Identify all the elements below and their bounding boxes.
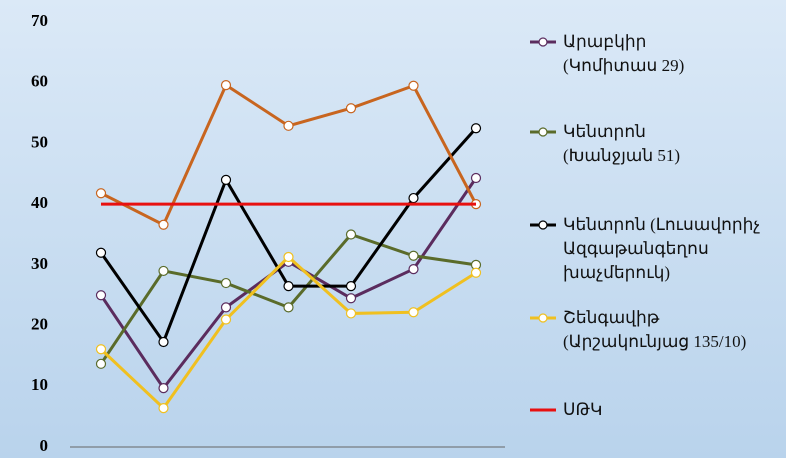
point <box>95 188 107 199</box>
point <box>408 192 419 204</box>
point <box>95 290 107 301</box>
legend-marker <box>538 127 548 137</box>
point <box>220 80 232 91</box>
y-tick-label: 40 <box>31 193 48 212</box>
point <box>408 307 419 318</box>
y-tick-label: 0 <box>40 436 49 455</box>
legend-label: ՍԹԿ <box>563 400 603 419</box>
point <box>470 172 482 184</box>
point <box>408 250 419 261</box>
point <box>345 308 357 319</box>
point <box>470 123 482 134</box>
point <box>158 336 169 348</box>
point <box>95 358 107 369</box>
point <box>158 219 169 230</box>
legend-marker <box>538 220 548 230</box>
point <box>283 251 294 263</box>
point <box>283 120 294 131</box>
point <box>345 281 357 292</box>
point <box>158 383 169 394</box>
legend-label: Կենտրոն (Խանջյան 51) <box>563 122 681 165</box>
y-tick-label: 70 <box>31 11 48 30</box>
point <box>470 267 482 278</box>
point <box>220 174 232 185</box>
point <box>283 281 294 292</box>
point <box>158 403 169 414</box>
point <box>345 229 357 240</box>
point <box>345 103 357 114</box>
legend-label: Կենտրոն (Լուսավորիչ Ազգաթանգեղոս խաչմերո… <box>563 215 761 282</box>
point <box>408 264 419 275</box>
y-tick-label: 10 <box>31 375 48 394</box>
point <box>220 314 232 325</box>
point <box>158 265 169 277</box>
y-tick-label: 20 <box>31 314 48 333</box>
point <box>95 344 107 355</box>
point <box>408 80 419 91</box>
point <box>345 293 357 304</box>
legend-marker <box>538 37 548 47</box>
point <box>283 302 294 313</box>
legend-label: Արաբկիր (Կոմիտաս 29) <box>563 32 685 75</box>
point <box>95 247 107 258</box>
legend-marker <box>538 313 548 323</box>
legend-label: Շենգավիթ (Արշակունյաց 135/10) <box>563 308 747 351</box>
point <box>220 302 232 313</box>
point <box>220 277 232 289</box>
y-tick-label: 30 <box>31 254 48 273</box>
y-tick-label: 60 <box>31 72 48 91</box>
y-tick-label: 50 <box>31 132 48 151</box>
